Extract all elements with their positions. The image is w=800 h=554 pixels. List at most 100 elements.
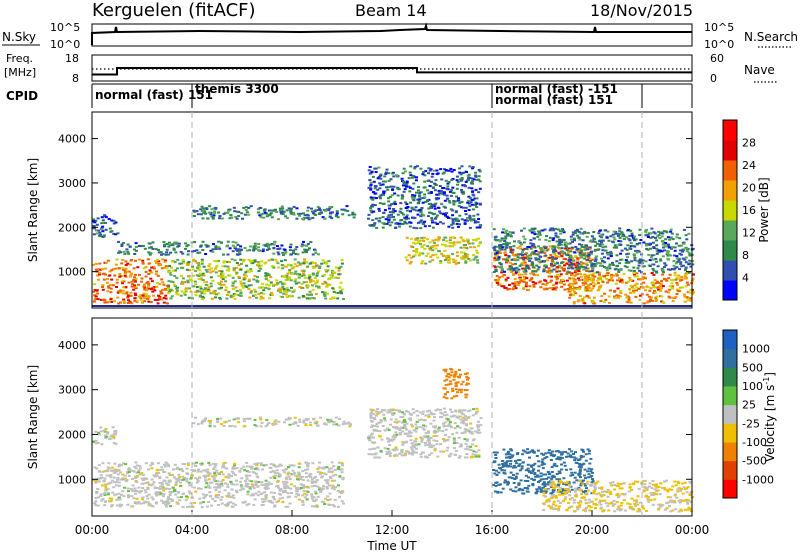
vel-g-cell — [214, 464, 218, 467]
power-g-cell — [314, 208, 318, 211]
power-g-cell — [378, 202, 382, 205]
vel-g-cell — [161, 468, 165, 471]
power-g-cell — [202, 274, 205, 277]
power-g-cell — [127, 299, 131, 302]
power-g-cell — [335, 212, 339, 215]
power-g-cell — [583, 276, 587, 279]
vel-g-cell — [287, 471, 291, 474]
power-g-cell — [625, 253, 629, 256]
power-g-cell — [562, 269, 566, 272]
vel-g-cell — [240, 485, 244, 488]
power-g-cell — [510, 258, 514, 261]
vel-g-cell — [231, 505, 235, 508]
vel-g-cell — [202, 474, 206, 477]
vel-g-cell — [226, 495, 230, 498]
power-g-cell — [175, 291, 179, 294]
power-g-cell — [190, 279, 194, 282]
power-g-cell — [259, 297, 263, 300]
power-g-cell — [201, 298, 204, 301]
power-g-cell — [569, 255, 573, 258]
vel-g-cell — [125, 480, 129, 483]
power-g-cell — [419, 210, 423, 213]
vel-g-cell — [147, 468, 151, 471]
power-g-cell — [266, 242, 270, 245]
cpid-segment-2: normal (fast) -151 — [495, 82, 618, 96]
power-g-cell — [644, 229, 648, 232]
vel-g-cell — [405, 410, 408, 413]
vel-g-cell — [393, 454, 397, 457]
power-g-cell — [328, 206, 332, 208]
vel-g-cell — [213, 474, 217, 477]
vel-g-cell — [146, 481, 150, 484]
power-g-cell — [605, 277, 609, 280]
power-g-cell — [465, 256, 469, 259]
vel-g-cell — [284, 505, 288, 508]
vel-g-cell — [149, 464, 153, 467]
vel-g-cell — [411, 425, 415, 428]
vel-g-cell — [108, 474, 112, 477]
power-g-cell — [168, 241, 171, 244]
power-g-cell — [462, 255, 466, 258]
power-g-cell — [123, 272, 127, 275]
power-g-cell — [574, 246, 578, 248]
power-g-cell — [648, 289, 652, 292]
power-g-cell — [506, 276, 510, 279]
power-g-cell — [201, 272, 205, 275]
power-g-cell — [101, 230, 105, 233]
power-g-cell — [459, 246, 463, 249]
vel-g-cell — [188, 484, 192, 487]
power-g-cell — [636, 267, 640, 270]
power-g-cell — [307, 297, 311, 300]
power-g-cell — [568, 296, 572, 299]
power-g-cell — [414, 206, 418, 209]
vel-g-cell — [342, 422, 346, 425]
power-g-cell — [220, 217, 224, 220]
power-g-cell — [683, 295, 687, 298]
power-g-cell — [552, 251, 556, 254]
power-g-cell — [100, 228, 104, 231]
power-g-cell — [374, 217, 378, 220]
power-g-cell — [416, 198, 420, 201]
vel-g-cell — [381, 425, 385, 427]
power-g-cell — [279, 280, 283, 283]
power-g-cell — [596, 279, 600, 282]
vel-g-cell — [316, 467, 320, 470]
vel-g-cell — [315, 479, 319, 481]
power-g-cell — [612, 274, 616, 277]
power-g-cell — [329, 211, 333, 214]
power-g-cell — [535, 264, 539, 267]
vel-g-cell — [158, 491, 162, 494]
power-g-cell — [417, 200, 421, 203]
power-g-cell — [389, 178, 393, 181]
vel-g-cell — [433, 426, 437, 429]
power-g-cell — [419, 167, 423, 170]
power-g-cell — [628, 234, 632, 237]
vel-g-cell — [371, 447, 375, 450]
power-g-cell — [424, 255, 428, 258]
power-g-cell — [201, 240, 205, 243]
power-g-cell — [458, 201, 462, 204]
power-g-cell — [332, 290, 336, 293]
power-g-cell — [298, 273, 302, 276]
power-g-cell — [683, 300, 687, 303]
vel-g-cell — [373, 418, 377, 421]
vel-g-cell — [103, 483, 107, 486]
power-g-cell — [318, 267, 322, 269]
power-g-cell — [616, 234, 620, 237]
power-g-cell — [656, 265, 660, 268]
power-g-cell — [477, 237, 481, 240]
vel-g-cell — [253, 418, 257, 421]
vel-g-cell — [172, 468, 175, 471]
vel-g-cell — [273, 498, 277, 501]
vel-g-cell — [279, 488, 283, 490]
vel-g-cell — [178, 476, 182, 479]
vel-g-cell — [395, 427, 399, 430]
power-g-cell — [637, 264, 641, 267]
vel-g-cell — [328, 475, 332, 478]
vel-g-cell — [238, 489, 242, 492]
power-g-cell — [153, 298, 157, 301]
power-g-cell — [475, 197, 479, 200]
power-g-cell — [298, 262, 302, 265]
power-g-cell — [388, 216, 392, 219]
vel-g-cell — [323, 497, 327, 500]
